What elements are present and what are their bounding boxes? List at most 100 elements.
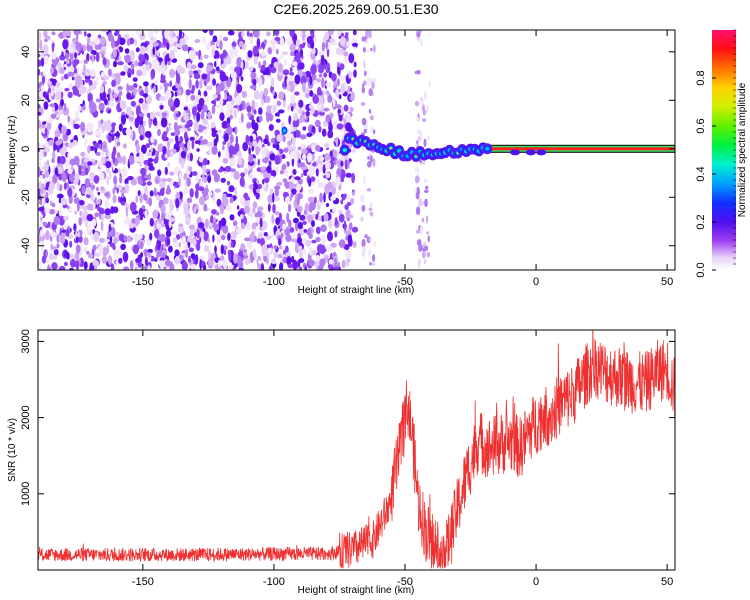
noise-speckle bbox=[243, 251, 248, 257]
noise-speckle bbox=[196, 148, 200, 152]
noise-speckle bbox=[45, 230, 50, 241]
noise-speckle bbox=[262, 60, 267, 67]
noise-speckle bbox=[124, 64, 128, 74]
noise-speckle bbox=[276, 182, 283, 186]
noise-speckle bbox=[252, 45, 259, 55]
noise-speckle bbox=[45, 197, 49, 204]
noise-speckle bbox=[113, 175, 118, 185]
noise-speckle bbox=[90, 182, 93, 187]
noise-speckle bbox=[243, 200, 250, 207]
snr-plot-area bbox=[38, 330, 675, 569]
noise-speckle bbox=[291, 238, 297, 243]
noise-speckle bbox=[222, 145, 225, 151]
noise-speckle bbox=[162, 66, 166, 76]
noise-speckle bbox=[246, 105, 252, 113]
noise-speckle bbox=[139, 233, 143, 240]
noise-speckle bbox=[114, 73, 121, 78]
noise-speckle bbox=[60, 76, 65, 81]
noise-speckle bbox=[120, 167, 128, 178]
noise-speckle bbox=[273, 196, 281, 202]
noise-speckle bbox=[420, 201, 424, 206]
noise-speckle bbox=[321, 104, 324, 113]
noise-speckle bbox=[366, 70, 369, 75]
noise-speckle bbox=[229, 49, 235, 59]
noise-speckle bbox=[109, 101, 115, 108]
noise-speckle bbox=[100, 186, 105, 191]
noise-speckle bbox=[94, 212, 100, 218]
noise-speckle bbox=[191, 139, 195, 150]
noise-speckle bbox=[426, 215, 429, 224]
noise-speckle bbox=[345, 172, 352, 178]
noise-speckle bbox=[82, 246, 88, 252]
noise-speckle bbox=[194, 254, 199, 265]
noise-speckle bbox=[153, 59, 160, 70]
noise-speckle bbox=[154, 111, 161, 117]
noise-speckle bbox=[125, 207, 129, 218]
noise-speckle bbox=[418, 201, 421, 208]
noise-speckle bbox=[369, 211, 374, 217]
noise-speckle bbox=[372, 129, 376, 135]
noise-speckle bbox=[216, 133, 219, 143]
noise-speckle bbox=[368, 30, 372, 39]
noise-speckle bbox=[142, 144, 145, 151]
noise-speckle bbox=[148, 30, 154, 40]
noise-speckle bbox=[143, 81, 149, 87]
noise-speckle bbox=[253, 90, 260, 100]
noise-speckle bbox=[162, 197, 169, 205]
noise-speckle bbox=[55, 140, 62, 146]
noise-speckle bbox=[311, 239, 317, 244]
noise-speckle bbox=[128, 116, 134, 122]
noise-speckle bbox=[193, 100, 198, 106]
noise-speckle bbox=[98, 139, 103, 145]
noise-speckle bbox=[188, 255, 191, 264]
noise-speckle bbox=[261, 244, 268, 254]
noise-speckle bbox=[311, 47, 316, 55]
noise-speckle bbox=[65, 30, 72, 37]
noise-speckle bbox=[341, 194, 346, 201]
noise-speckle bbox=[54, 110, 59, 116]
noise-speckle bbox=[266, 31, 271, 37]
noise-speckle bbox=[298, 62, 305, 70]
noise-speckle bbox=[49, 66, 54, 74]
noise-speckle bbox=[279, 245, 283, 250]
noise-speckle bbox=[315, 237, 321, 242]
noise-speckle bbox=[197, 222, 205, 229]
noise-speckle bbox=[38, 142, 41, 148]
noise-speckle bbox=[248, 184, 254, 190]
noise-speckle bbox=[155, 179, 159, 183]
noise-speckle bbox=[349, 87, 353, 92]
noise-speckle bbox=[216, 233, 222, 244]
noise-speckle bbox=[84, 178, 91, 188]
noise-speckle bbox=[58, 215, 65, 226]
noise-speckle bbox=[337, 78, 340, 87]
noise-speckle bbox=[127, 38, 131, 46]
noise-speckle bbox=[336, 104, 342, 109]
track-blob bbox=[510, 149, 521, 156]
noise-speckle bbox=[332, 150, 338, 158]
noise-speckle bbox=[38, 261, 42, 270]
noise-speckle bbox=[161, 204, 166, 213]
noise-speckle bbox=[270, 77, 275, 88]
noise-speckle bbox=[289, 227, 295, 233]
noise-speckle bbox=[279, 262, 284, 270]
noise-speckle bbox=[154, 229, 160, 239]
noise-speckle bbox=[145, 64, 151, 71]
noise-speckle bbox=[52, 245, 57, 250]
noise-speckle bbox=[183, 106, 188, 111]
noise-speckle bbox=[73, 179, 79, 185]
noise-speckle bbox=[264, 67, 270, 76]
noise-speckle bbox=[276, 100, 282, 106]
noise-speckle bbox=[368, 202, 373, 207]
noise-speckle bbox=[45, 250, 49, 257]
noise-speckle bbox=[183, 131, 188, 140]
noise-speckle bbox=[414, 175, 420, 184]
noise-speckle bbox=[92, 50, 97, 56]
noise-speckle bbox=[293, 231, 296, 240]
noise-speckle bbox=[227, 232, 231, 241]
noise-speckle bbox=[222, 36, 229, 42]
noise-speckle bbox=[332, 255, 338, 261]
noise-speckle bbox=[91, 54, 95, 63]
noise-speckle bbox=[252, 248, 257, 258]
noise-speckle bbox=[423, 189, 429, 194]
noise-speckle bbox=[229, 196, 234, 204]
